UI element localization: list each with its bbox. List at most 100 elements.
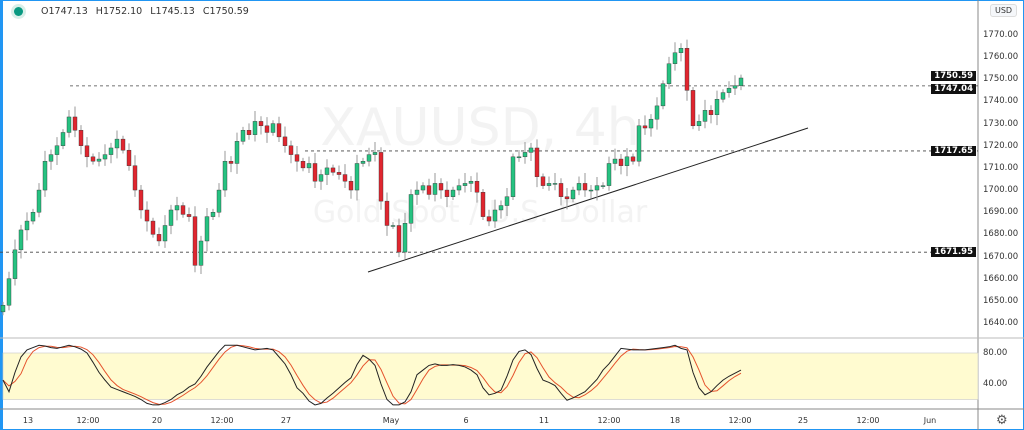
candle-body: [708, 110, 714, 115]
candle: [180, 202, 186, 218]
candle-body: [360, 161, 366, 164]
stoch-d-line: [2, 344, 742, 405]
candle-body: [612, 158, 618, 164]
candle: [480, 188, 486, 220]
candle: [390, 222, 396, 229]
candle: [78, 125, 84, 155]
candle-body: [414, 189, 420, 195]
candle-body: [624, 156, 630, 166]
currency-button[interactable]: USD: [990, 4, 1018, 17]
candle: [72, 106, 78, 138]
candle: [204, 207, 210, 252]
candle: [186, 207, 192, 222]
stoch-band: [2, 352, 979, 400]
price-tick: 1640.00: [983, 317, 1019, 328]
candle-body: [552, 183, 558, 185]
candle: [576, 176, 582, 196]
candle-body: [594, 185, 600, 191]
trendline[interactable]: [367, 127, 809, 273]
ohlc-legend: O1747.13 H1752.10 L1745.13 C1750.59: [14, 6, 254, 17]
candle-body: [48, 154, 54, 162]
candle-body: [408, 194, 414, 224]
candle: [264, 117, 270, 143]
price-tick: 1700.00: [983, 185, 1019, 196]
candle-body: [468, 180, 474, 184]
candle-body: [732, 85, 738, 89]
candle-body: [6, 278, 12, 306]
candle: [726, 81, 732, 98]
candle-body: [474, 180, 480, 193]
candle: [162, 215, 168, 248]
candle: [426, 178, 432, 200]
candle-body: [654, 105, 660, 120]
candle-body: [72, 116, 78, 131]
time-tick: 12:00: [76, 416, 100, 425]
price-tick: 1750.00: [983, 74, 1019, 85]
candle-body: [702, 110, 708, 122]
candle-body: [528, 147, 534, 153]
candle: [534, 139, 540, 188]
candle-body: [30, 211, 36, 222]
candle-body: [396, 225, 402, 253]
candle: [144, 201, 150, 232]
candle: [540, 173, 546, 189]
candle: [486, 209, 492, 227]
candle-body: [42, 161, 48, 191]
candle-body: [570, 189, 576, 200]
candle: [30, 208, 36, 225]
candle: [696, 114, 702, 131]
price-tick: 1760.00: [983, 52, 1019, 63]
candle-body: [516, 156, 522, 159]
candle-body: [126, 149, 132, 166]
candles: [0, 39, 744, 316]
candle: [648, 114, 654, 137]
candle-body: [588, 189, 594, 192]
candle-body: [288, 145, 294, 155]
candle-body: [270, 123, 276, 133]
candle-body: [540, 176, 546, 186]
candle: [174, 196, 180, 221]
candle-body: [96, 158, 102, 162]
candle: [150, 217, 156, 238]
candle-body: [12, 249, 18, 279]
candle: [414, 181, 420, 205]
candle: [396, 218, 402, 258]
candle: [168, 204, 174, 235]
candle-body: [738, 77, 744, 86]
candle-body: [696, 121, 702, 127]
candle: [738, 74, 744, 91]
candle: [210, 208, 216, 220]
candle-body: [564, 196, 570, 200]
candle: [270, 120, 276, 136]
candle: [720, 89, 726, 103]
candle: [474, 172, 480, 203]
candle: [378, 147, 384, 210]
candle-body: [510, 156, 516, 197]
candle: [36, 183, 42, 218]
candle: [618, 153, 624, 175]
candle-body: [108, 147, 114, 155]
candle-body: [660, 83, 666, 107]
candle-body: [378, 152, 384, 202]
candle-body: [432, 183, 438, 195]
candle-body: [150, 220, 156, 235]
candle: [348, 176, 354, 199]
candle: [708, 105, 714, 124]
gear-icon[interactable]: ⚙: [996, 413, 1008, 428]
candle: [240, 126, 246, 145]
candle: [132, 155, 138, 197]
candle: [564, 188, 570, 210]
candle-body: [300, 161, 306, 169]
candle-body: [156, 234, 162, 242]
candle-body: [324, 167, 330, 175]
price-tag-level2: 1717.65: [931, 145, 976, 156]
candle-body: [534, 147, 540, 177]
candle-body: [600, 185, 606, 187]
open-value: O1747.13: [41, 6, 88, 17]
candle: [108, 142, 114, 164]
candle: [504, 188, 510, 216]
candle-body: [306, 163, 312, 169]
candle-body: [294, 154, 300, 162]
candle-body: [330, 167, 336, 173]
